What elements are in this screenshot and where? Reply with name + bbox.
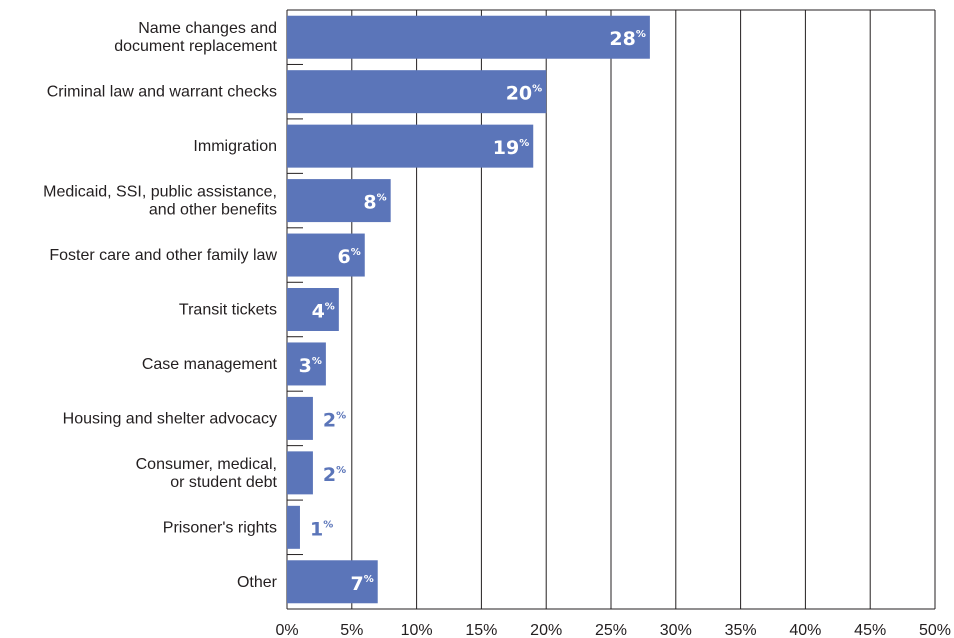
category-label: Other [237,574,278,591]
value-number: 19 [493,137,519,159]
bar [287,342,326,386]
value-label: 2% [323,409,346,431]
value-number: 4 [312,301,325,323]
category-label: Criminal law and warrant checks [47,84,277,101]
value-number: 2 [323,409,336,431]
x-tick-label: 30% [660,622,692,638]
category-label: Housing and shelter advocacy [63,410,277,427]
value-percent-sign: % [519,138,529,149]
value-percent-sign: % [312,356,322,367]
bar [287,124,534,168]
bar [287,15,650,59]
value-number: 20 [506,83,532,105]
category-label: Immigration [193,138,277,155]
category-label: Medicaid, SSI, public assistance, [43,184,277,201]
x-tick-label: 40% [789,622,821,638]
value-percent-sign: % [364,574,374,585]
value-label: 19% [493,137,529,159]
value-percent-sign: % [351,247,361,258]
x-tick-label: 20% [530,622,562,638]
bar [287,70,547,114]
x-axis-tick-labels: 0% 5% 10% 15% 20% 25% 30% 35% 40% 45% 50% [275,622,951,638]
value-number: 8 [363,192,376,214]
value-label: 3% [299,355,322,377]
value-percent-sign: % [323,519,333,530]
value-label: 1% [310,518,333,540]
x-tick-label: 45% [854,622,886,638]
bar [287,451,313,495]
category-label: Consumer, medical, [136,456,277,473]
value-percent-sign: % [336,465,346,476]
value-number: 6 [337,246,350,268]
value-label: 7% [350,573,373,595]
value-label: 6% [337,246,360,268]
x-tick-label: 5% [340,622,363,638]
category-label: Case management [142,356,278,373]
bar [287,179,391,223]
category-label: Foster care and other family law [49,247,277,264]
value-label: 4% [312,301,335,323]
value-number: 7 [350,573,363,595]
value-number: 28 [609,28,635,50]
value-number: 1 [310,518,323,540]
value-label: 28% [609,28,645,50]
category-label: and other benefits [149,202,277,219]
bar [287,233,365,277]
x-tick-label: 15% [465,622,497,638]
category-label: or student debt [170,474,277,491]
value-percent-sign: % [636,29,646,40]
x-tick-label: 10% [401,622,433,638]
bar [287,505,300,549]
bar [287,288,339,331]
category-label: Name changes and [138,20,277,37]
x-tick-label: 0% [275,622,298,638]
bar [287,396,313,440]
category-label: Prisoner's rights [163,519,277,536]
value-label: 20% [506,83,542,105]
x-tick-label: 35% [725,622,757,638]
value-label: 8% [363,192,386,214]
value-percent-sign: % [325,302,335,313]
value-percent-sign: % [377,193,387,204]
x-tick-label: 25% [595,622,627,638]
category-label: Transit tickets [179,302,277,319]
value-number: 2 [323,464,336,486]
value-number: 3 [299,355,312,377]
bars: 28%20%19%8%6%4%3%2%2%1%7% [287,15,650,604]
value-percent-sign: % [336,410,346,421]
category-label: document replacement [114,38,277,55]
x-tick-label: 50% [919,622,951,638]
bar [287,560,378,604]
value-label: 2% [323,464,346,486]
value-percent-sign: % [532,84,542,95]
